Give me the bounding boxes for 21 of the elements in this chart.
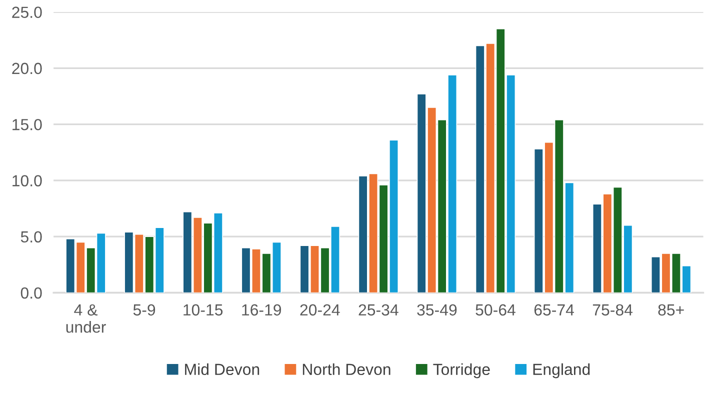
y-tick-label: 20.0	[12, 62, 42, 74]
y-tick-label: 10.0	[12, 175, 42, 186]
x-tick-label: 5-9	[133, 304, 156, 316]
x-tick-label: 10-15	[184, 304, 223, 316]
x-tick-label: 25-34	[358, 304, 398, 316]
y-tick-label: 15.0	[12, 118, 42, 130]
legend-label: Mid Devon	[185, 363, 260, 376]
x-tick-label: 35-49	[417, 304, 457, 316]
x-tick-label: 75-84	[592, 304, 633, 316]
y-tick-label: 25.0	[12, 6, 42, 18]
x-tick-label: 4 & under	[66, 304, 106, 333]
y-tick-label: 0.0	[20, 287, 42, 299]
y-tick-label: 5.0	[20, 231, 42, 243]
legend-label: England	[533, 363, 590, 378]
x-tick-label: 16-19	[242, 304, 282, 316]
x-tick-label: 50-64	[476, 304, 516, 316]
x-tick-label: 85+	[658, 304, 684, 316]
legend-label: North Devon	[302, 363, 390, 376]
x-tick-label: 20-24	[300, 304, 340, 316]
x-tick-label: 65-74	[534, 304, 574, 316]
legend-label: Torridge	[433, 363, 490, 378]
